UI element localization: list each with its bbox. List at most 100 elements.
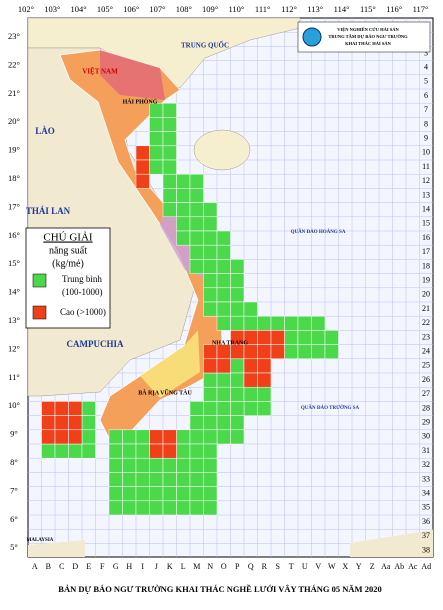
cell-high [54, 429, 69, 445]
cell-medium [162, 202, 177, 218]
cell-medium [189, 202, 204, 218]
col-label: H [126, 562, 132, 571]
cell-high [162, 443, 177, 459]
cell-medium [162, 486, 177, 502]
cell-medium [216, 230, 231, 246]
labels: 102° 103° 104° 105° 106° 107° 108° 109° 110° 111°… [8, 4, 431, 571]
cell-medium [149, 131, 164, 147]
lon-label: 104° [71, 4, 87, 14]
cell-medium [108, 472, 123, 487]
row-label: 7 [424, 105, 428, 114]
cell-medium [149, 159, 164, 175]
cell-medium [122, 500, 137, 516]
cell-medium [203, 500, 218, 516]
cell-medium [81, 443, 96, 459]
row-label: 37 [422, 531, 430, 540]
cell-medium [230, 386, 245, 402]
cell-medium [230, 415, 245, 431]
cell-medium [135, 500, 150, 516]
cell-high [203, 344, 218, 360]
col-label: M [193, 562, 200, 571]
cell-medium [189, 188, 204, 203]
cell-medium [189, 259, 204, 274]
row-label: 30 [422, 432, 430, 441]
cell-medium [270, 315, 285, 331]
cell-medium [216, 401, 231, 416]
lat-label: 23° [8, 31, 20, 41]
row-label: 25 [422, 361, 430, 370]
lon-label: 115° [360, 4, 376, 14]
cell-medium [189, 401, 204, 416]
cell-medium [203, 301, 218, 317]
place-label: BÀ RỊA VŨNG TÀU [138, 388, 192, 396]
cell-medium [162, 457, 177, 473]
lat-label: 12° [8, 343, 20, 353]
col-label: Q [248, 562, 254, 571]
cell-medium [176, 173, 191, 189]
cell-medium [243, 401, 258, 416]
cell-medium [230, 315, 245, 331]
cell-high [41, 401, 56, 416]
lon-label: 107° [149, 4, 165, 14]
col-label: P [235, 562, 240, 571]
org-line: TRUNG TÂM DỰ BÁO NGƯ TRƯỜNG [328, 34, 408, 39]
cell-medium [216, 372, 231, 388]
cell-medium [203, 401, 218, 416]
cell-medium [324, 344, 339, 360]
cell-medium [216, 315, 231, 331]
cell-medium [189, 486, 204, 502]
cell-high [135, 173, 150, 189]
row-label: 24 [422, 347, 430, 356]
cell-high [257, 344, 272, 360]
row-label: 11 [422, 162, 430, 171]
cell-medium [162, 500, 177, 516]
cell-medium [176, 486, 191, 502]
lat-label: 10° [8, 400, 20, 410]
cell-high [41, 415, 56, 431]
cell-medium [162, 159, 177, 175]
row-label: 16 [422, 233, 430, 242]
cell-medium [149, 486, 164, 502]
org-line: VIỆN NGHIÊN CỨU HẢI SẢN [337, 27, 399, 32]
cell-medium [122, 429, 137, 445]
col-label: Aa [381, 562, 391, 571]
cell-medium [230, 372, 245, 388]
row-label: 38 [422, 545, 430, 554]
cell-medium [176, 188, 191, 203]
lat-label: 20° [8, 116, 20, 126]
place-label: NHA TRANG [212, 340, 248, 346]
lon-label: 113° [307, 4, 323, 14]
col-label: V [315, 562, 321, 571]
cell-high [41, 429, 56, 445]
place-label: QUẦN ĐẢO HOÀNG SA [291, 229, 346, 235]
cell-medium [189, 216, 204, 232]
row-label: 28 [422, 403, 430, 412]
cell-medium [122, 457, 137, 473]
cell-high [270, 344, 285, 360]
cell-medium [216, 429, 231, 445]
col-label: Ad [421, 562, 431, 571]
cell-medium [68, 443, 83, 459]
cell-medium [162, 102, 177, 118]
place-label: QUẦN ĐẢO TRƯỜNG SA [301, 405, 360, 411]
cell-medium [135, 443, 150, 459]
cell-medium [216, 301, 231, 317]
row-label: 14 [422, 205, 430, 214]
cell-high [149, 443, 164, 459]
cell-high [149, 429, 164, 445]
row-label: 20 [422, 290, 430, 299]
place-label: LÀO [35, 126, 55, 136]
cell-medium [176, 457, 191, 473]
row-label: 34 [422, 489, 430, 498]
cell-medium [122, 486, 137, 502]
lat-label: 21° [8, 88, 20, 98]
row-label: 32 [422, 460, 430, 469]
cell-medium [189, 457, 204, 473]
place-label: TRUNG QUỐC [181, 42, 229, 50]
land-malaysia [28, 540, 85, 557]
cell-medium [216, 244, 231, 260]
cell-medium [81, 415, 96, 431]
cell-medium [189, 429, 204, 445]
